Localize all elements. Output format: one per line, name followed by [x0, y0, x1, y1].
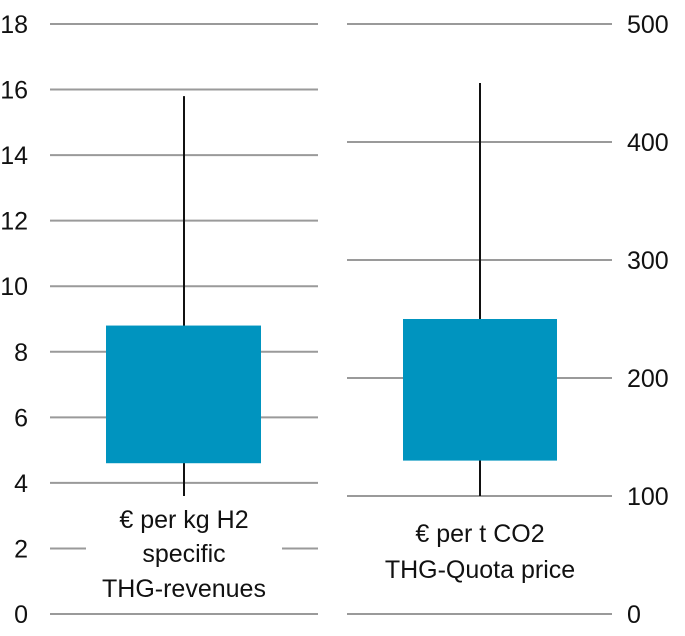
y-tick-label: 500 [627, 11, 669, 39]
y-tick-label: 100 [627, 483, 669, 511]
category-label-background [86, 498, 282, 613]
y-tick-label: 0 [627, 601, 641, 629]
category-label: THG-Quota price [385, 556, 575, 584]
box [106, 325, 261, 464]
y-tick-label: 200 [627, 365, 669, 393]
y-tick-label: 4 [14, 470, 28, 498]
y-tick-label: 8 [14, 339, 28, 367]
y-tick-label: 0 [14, 601, 28, 629]
y-tick-label: 14 [0, 142, 28, 170]
category-label: € per kg H2 [119, 506, 248, 534]
y-tick-label: 10 [0, 273, 28, 301]
y-tick-label: 2 [14, 535, 28, 563]
category-label: THG-revenues [102, 575, 266, 603]
category-label-background [355, 498, 605, 612]
y-tick-label: 6 [14, 404, 28, 432]
y-tick-label: 400 [627, 129, 669, 157]
y-tick-label: 18 [0, 11, 28, 39]
y-tick-label: 16 [0, 77, 28, 105]
category-label: specific [142, 540, 225, 568]
y-tick-label: 12 [0, 208, 28, 236]
box [403, 319, 557, 461]
y-tick-label: 300 [627, 247, 669, 275]
category-label: € per t CO2 [415, 520, 544, 548]
